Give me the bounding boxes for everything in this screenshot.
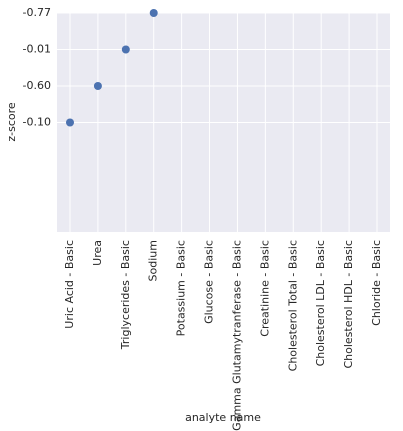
- y-tick-label: -0.77: [23, 6, 51, 19]
- y-tick-label: -0.60: [23, 79, 51, 92]
- point: [121, 45, 130, 54]
- x-axis-label: analyte name: [185, 411, 261, 424]
- x-tick-label: Uric Acid - Basic: [63, 240, 76, 329]
- y-tick-label: -0.01: [23, 43, 51, 56]
- x-tick-label: Cholesterol LDL - Basic: [314, 240, 327, 366]
- x-tick-label: Urea: [91, 240, 104, 266]
- x-tick-label: Glucose - Basic: [203, 240, 216, 324]
- x-tick-label: Chloride - Basic: [370, 240, 383, 326]
- y-axis-label: z-score: [5, 102, 18, 142]
- x-tick-label: Cholesterol HDL - Basic: [342, 240, 355, 369]
- x-tick-label: Triglycerides - Basic: [119, 240, 132, 350]
- point: [93, 82, 102, 90]
- x-tick-label: Sodium: [147, 240, 160, 281]
- y-tick-label: -0.10: [23, 116, 51, 129]
- point: [149, 9, 158, 17]
- x-tick-label: Potassium - Basic: [175, 240, 188, 336]
- point: [66, 118, 74, 127]
- x-tick-label: Gamma Glutamytranferase - Basic: [230, 240, 243, 431]
- x-tick-label: Cholesterol Total - Basic: [286, 240, 299, 371]
- x-tick-label: Creatinine - Basic: [258, 240, 271, 337]
